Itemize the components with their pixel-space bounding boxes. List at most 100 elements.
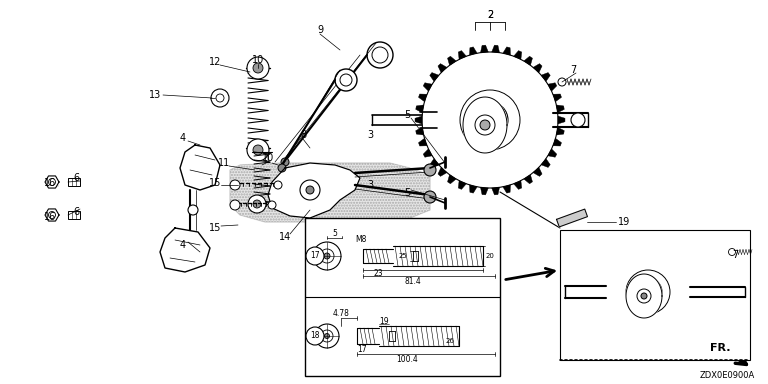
Polygon shape <box>601 266 608 272</box>
Text: 17: 17 <box>310 252 319 260</box>
Text: 16: 16 <box>44 178 56 188</box>
Circle shape <box>372 47 388 63</box>
Text: 15: 15 <box>209 178 221 188</box>
Text: 10: 10 <box>252 55 264 65</box>
Polygon shape <box>458 180 466 189</box>
Text: 6: 6 <box>73 207 79 217</box>
Polygon shape <box>469 185 477 193</box>
Polygon shape <box>649 339 654 344</box>
Text: 1: 1 <box>265 155 271 165</box>
Circle shape <box>247 139 269 161</box>
Polygon shape <box>558 116 565 124</box>
Bar <box>560 230 750 360</box>
Circle shape <box>315 324 339 348</box>
Polygon shape <box>553 94 561 102</box>
Circle shape <box>643 287 653 297</box>
Text: 14: 14 <box>279 232 291 242</box>
Circle shape <box>335 69 357 91</box>
Circle shape <box>306 247 324 265</box>
Polygon shape <box>618 330 624 336</box>
Circle shape <box>268 201 276 209</box>
Polygon shape <box>469 47 477 55</box>
Text: 2: 2 <box>487 10 493 20</box>
Circle shape <box>324 253 330 259</box>
Circle shape <box>460 90 520 150</box>
Polygon shape <box>671 330 677 336</box>
Polygon shape <box>458 51 466 60</box>
Polygon shape <box>492 187 499 195</box>
Circle shape <box>320 249 334 263</box>
Text: ZDX0E0900A: ZDX0E0900A <box>700 371 755 381</box>
Polygon shape <box>503 185 511 193</box>
Text: 3: 3 <box>367 130 373 140</box>
Text: 17: 17 <box>357 346 367 354</box>
Circle shape <box>424 191 436 203</box>
Polygon shape <box>415 116 422 124</box>
Circle shape <box>729 248 736 255</box>
Polygon shape <box>541 73 550 81</box>
Text: 81.4: 81.4 <box>405 276 422 285</box>
Polygon shape <box>694 281 700 287</box>
Polygon shape <box>597 281 602 287</box>
Circle shape <box>637 289 651 303</box>
Text: M8: M8 <box>355 235 366 243</box>
Polygon shape <box>514 180 521 189</box>
Polygon shape <box>448 175 456 184</box>
Circle shape <box>571 113 585 127</box>
Circle shape <box>230 200 240 210</box>
Polygon shape <box>612 253 618 259</box>
Text: 10: 10 <box>262 153 274 163</box>
Polygon shape <box>503 47 511 55</box>
Circle shape <box>321 330 333 342</box>
Polygon shape <box>556 105 564 113</box>
Text: 7: 7 <box>732 250 738 260</box>
Polygon shape <box>160 228 210 272</box>
Text: 13: 13 <box>149 90 161 100</box>
Polygon shape <box>423 149 432 157</box>
Text: 9: 9 <box>317 25 323 35</box>
Polygon shape <box>688 266 694 272</box>
Polygon shape <box>415 127 424 135</box>
Text: 5: 5 <box>404 110 410 120</box>
Polygon shape <box>481 45 488 53</box>
Polygon shape <box>684 259 690 265</box>
Polygon shape <box>596 289 601 295</box>
Circle shape <box>306 327 324 345</box>
Circle shape <box>230 180 240 190</box>
Circle shape <box>253 200 261 208</box>
Polygon shape <box>419 94 427 102</box>
Circle shape <box>188 205 198 215</box>
Polygon shape <box>634 337 639 343</box>
Polygon shape <box>626 244 631 250</box>
Polygon shape <box>671 248 677 254</box>
Circle shape <box>216 94 224 102</box>
Circle shape <box>641 293 647 299</box>
Polygon shape <box>688 312 694 318</box>
Polygon shape <box>678 325 684 331</box>
Polygon shape <box>415 105 424 113</box>
Circle shape <box>558 78 566 86</box>
Polygon shape <box>597 297 602 303</box>
Circle shape <box>278 164 286 172</box>
Bar <box>305 218 500 376</box>
Circle shape <box>48 179 55 185</box>
Circle shape <box>211 89 229 107</box>
Polygon shape <box>657 241 662 247</box>
Polygon shape <box>606 259 613 265</box>
Text: 7: 7 <box>570 65 576 75</box>
Text: 18: 18 <box>310 331 319 341</box>
Polygon shape <box>492 45 499 53</box>
Polygon shape <box>556 127 564 135</box>
Polygon shape <box>548 83 557 91</box>
Polygon shape <box>691 305 697 310</box>
Text: 100.4: 100.4 <box>396 354 418 364</box>
Circle shape <box>325 333 329 339</box>
Text: 3: 3 <box>367 180 373 190</box>
Circle shape <box>472 102 508 138</box>
Polygon shape <box>694 297 700 303</box>
Circle shape <box>634 278 662 306</box>
Text: 5: 5 <box>404 188 410 198</box>
Polygon shape <box>634 241 639 247</box>
Polygon shape <box>45 176 59 188</box>
Text: 2: 2 <box>487 10 493 20</box>
